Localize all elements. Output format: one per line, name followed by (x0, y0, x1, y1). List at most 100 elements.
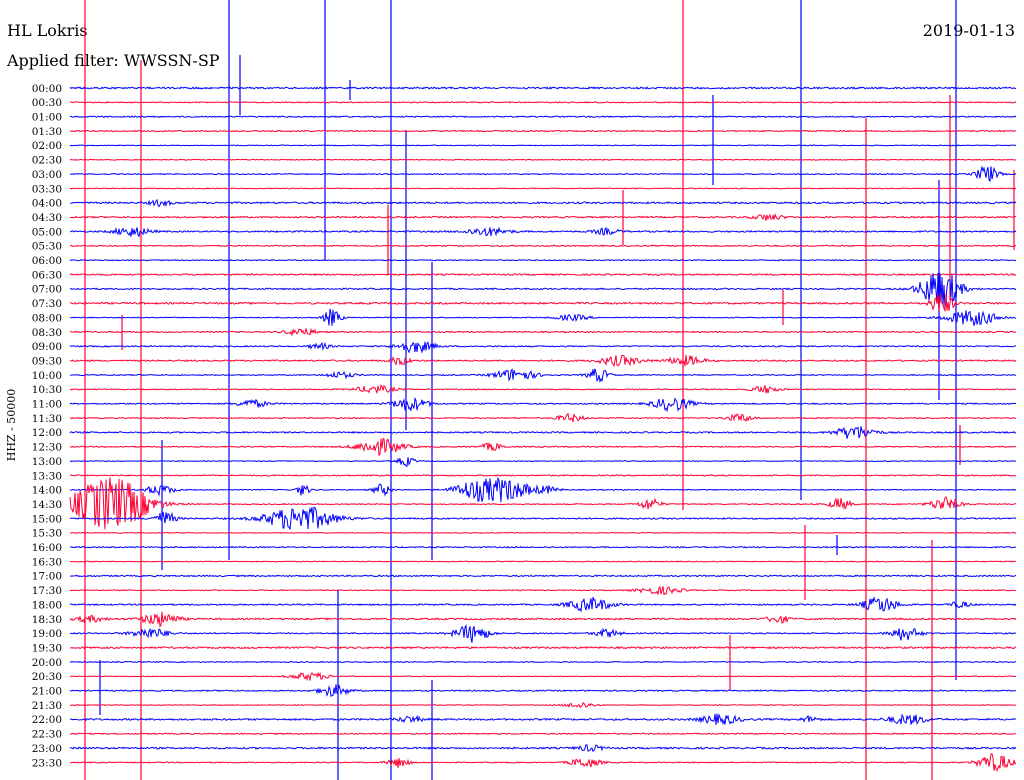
trace-line (69, 101, 1017, 104)
trace-line (69, 671, 1017, 682)
trace-line (69, 396, 1017, 413)
time-tick-label: 05:00 (32, 226, 62, 238)
spike-layer (84, 0, 1015, 780)
time-tick-label: 16:30 (32, 556, 62, 568)
time-tick-label: 03:30 (32, 183, 62, 195)
time-tick-label: 18:00 (32, 599, 62, 611)
trace-line (69, 158, 1017, 161)
time-tick-label: 21:00 (32, 686, 62, 698)
time-tick-label: 01:30 (32, 126, 62, 138)
trace-line (69, 367, 1017, 384)
time-tick-label: 06:30 (32, 269, 62, 281)
time-tick-label: 22:00 (32, 714, 62, 726)
time-tick-label: 03:00 (32, 169, 62, 181)
trace-line (70, 476, 1017, 502)
station-name: HL Lokris (7, 21, 88, 40)
trace-line (69, 545, 1017, 549)
time-tick-label: 08:00 (32, 312, 62, 324)
time-tick-label: 22:30 (32, 729, 62, 741)
y-axis-label: HHZ - 50000 (5, 389, 18, 462)
trace-line (69, 596, 1017, 613)
time-tick-label: 19:30 (32, 642, 62, 654)
time-tick-label: 02:00 (32, 140, 62, 152)
time-tick-label: 15:00 (32, 513, 62, 525)
time-tick-label: 00:30 (32, 97, 62, 109)
time-tick-label: 12:30 (32, 442, 62, 454)
time-tick-label: 07:00 (32, 284, 62, 296)
time-tick-label: 12:00 (32, 427, 62, 439)
time-tick-label: 16:00 (32, 542, 62, 554)
trace-line (69, 437, 1017, 457)
filter-label: Applied filter: WWSSN-SP (6, 51, 220, 70)
time-tick-label: 08:30 (32, 327, 62, 339)
trace-line (69, 753, 1017, 772)
time-tick-label: 17:00 (32, 571, 62, 583)
trace-line (69, 259, 1017, 262)
trace-line (69, 198, 1017, 208)
trace-line (69, 506, 1017, 530)
time-tick-label: 10:30 (32, 384, 62, 396)
date-label: 2019-01-13 (923, 21, 1015, 40)
trace-line (69, 244, 1017, 248)
time-tick-label: 18:30 (32, 614, 62, 626)
time-tick-label: 19:00 (32, 628, 62, 640)
trace-line (69, 474, 1017, 477)
trace-line (69, 226, 1017, 238)
time-tick-label: 17:30 (32, 585, 62, 597)
trace-line (69, 574, 1017, 578)
trace-line (69, 129, 1017, 133)
trace-line (69, 86, 1017, 90)
trace-layer (69, 86, 1017, 772)
time-tick-label: 21:30 (32, 700, 62, 712)
time-tick-label: 05:30 (32, 241, 62, 253)
time-tick-label: 11:00 (32, 399, 62, 411)
trace-line (69, 293, 1017, 313)
time-tick-label: 06:00 (32, 255, 62, 267)
trace-line (69, 477, 1016, 530)
trace-line (69, 560, 1017, 563)
time-tick-label: 01:00 (32, 112, 62, 124)
time-tick-label: 13:00 (32, 456, 62, 468)
trace-line (69, 585, 1017, 596)
trace-line (69, 412, 1017, 423)
trace-line (69, 712, 1017, 726)
time-tick-label: 13:30 (32, 470, 62, 482)
time-tick-label: 14:00 (32, 485, 62, 497)
time-tick-label: 04:00 (32, 198, 62, 210)
trace-line (69, 457, 1017, 468)
trace-line (69, 144, 1017, 147)
time-tick-label: 15:30 (32, 528, 62, 540)
time-tick-label: 09:00 (32, 341, 62, 353)
time-tick-label: 10:00 (32, 370, 62, 382)
trace-line (69, 624, 1017, 643)
trace-line (69, 354, 1017, 368)
trace-line (69, 187, 1017, 190)
time-tick-label: 02:30 (32, 155, 62, 167)
time-tick-label: 20:30 (32, 671, 62, 683)
time-tick-label: 04:30 (32, 212, 62, 224)
trace-line (69, 272, 1017, 277)
trace-line (69, 531, 1017, 534)
trace-line (69, 660, 1017, 664)
time-tick-label: 23:00 (32, 743, 62, 755)
trace-line (69, 272, 1017, 312)
trace-line (69, 684, 1017, 697)
trace-line (69, 341, 1017, 354)
trace-line (69, 327, 1017, 336)
time-tick-label: 11:30 (32, 413, 62, 425)
trace-line (69, 426, 1017, 439)
trace-line (69, 212, 1017, 221)
trace-line (69, 308, 1017, 326)
trace-line (69, 744, 1017, 753)
time-tick-label: 09:30 (32, 355, 62, 367)
time-tick-label: 00:00 (32, 83, 62, 95)
time-tick-label: 23:30 (32, 757, 62, 769)
time-tick-labels: 00:00 00:30 01:00 01:30 02:00 02:30 03:00 03:30… (32, 83, 62, 769)
time-tick-label: 07:30 (32, 298, 62, 310)
trace-line (69, 384, 1017, 395)
trace-line (69, 701, 1017, 709)
time-tick-label: 14:30 (32, 499, 62, 511)
trace-line (69, 645, 1017, 650)
trace-line (69, 115, 1017, 118)
